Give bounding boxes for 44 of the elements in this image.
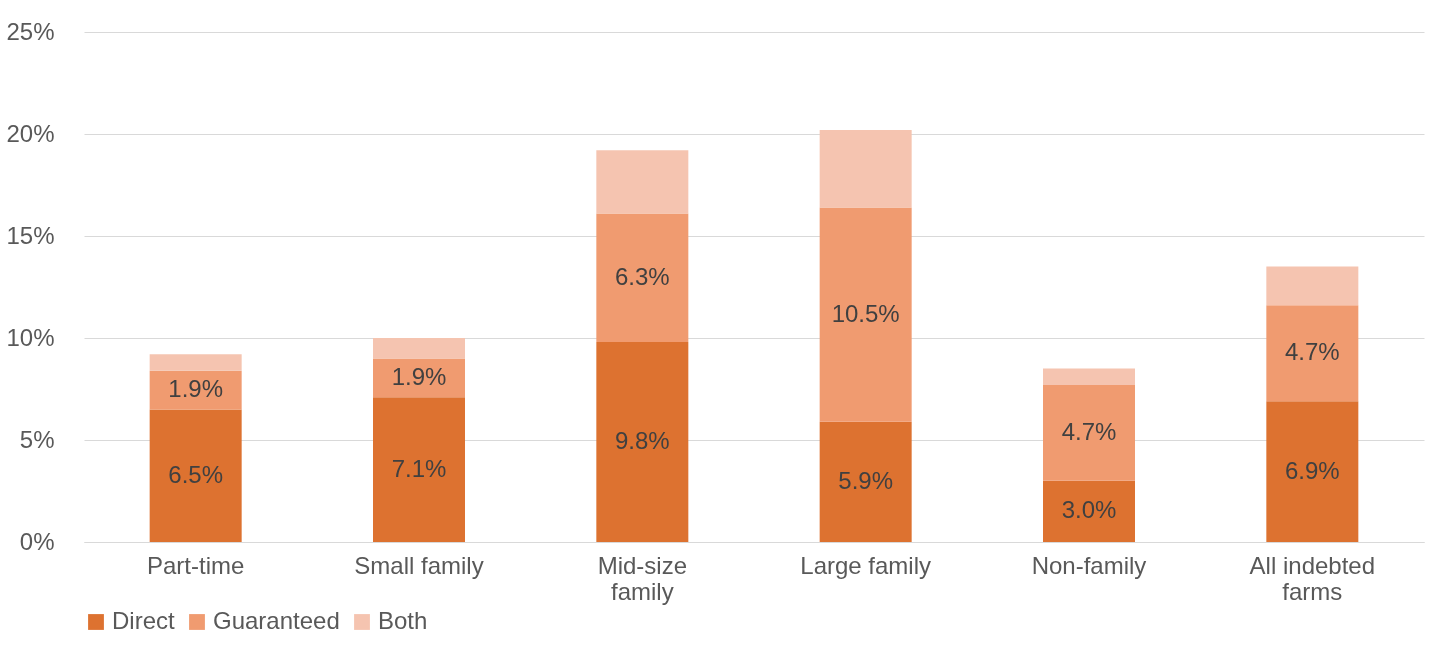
y-tick-label: 0% — [19, 527, 55, 555]
bar — [1266, 401, 1359, 542]
bar — [373, 358, 465, 398]
x-tick-label: All indebted farms — [1249, 551, 1376, 605]
y-tick-label: 15% — [6, 221, 55, 249]
data-label: 4.7% — [1284, 338, 1340, 366]
y-tick-label: 10% — [6, 323, 55, 351]
bar — [1043, 384, 1135, 481]
bar — [596, 213, 689, 343]
bar — [596, 150, 689, 214]
bar — [149, 354, 242, 371]
x-tick-label: Part-time — [146, 551, 245, 579]
bar — [149, 409, 242, 542]
bar — [819, 129, 912, 208]
data-label: 5.9% — [838, 466, 894, 494]
data-label: 1.9% — [391, 362, 447, 390]
bar — [373, 397, 465, 542]
y-tick-label: 5% — [19, 425, 55, 453]
x-tick-label: Non-family — [1031, 551, 1147, 579]
bar — [1266, 305, 1359, 402]
legend-label: Direct — [112, 607, 175, 634]
data-label: 9.8% — [614, 427, 670, 455]
bar — [1043, 480, 1135, 542]
data-label: 3.0% — [1061, 496, 1117, 524]
data-label: 7.1% — [391, 454, 447, 482]
bar — [596, 342, 689, 542]
x-tick-label: Mid-size family — [597, 551, 688, 605]
bar — [1043, 368, 1135, 385]
bar — [819, 207, 912, 422]
data-label: 1.9% — [168, 375, 224, 403]
legend-label: Both — [378, 607, 428, 634]
data-label: 4.7% — [1061, 417, 1117, 445]
x-tick-label: Large family — [800, 551, 932, 579]
y-tick-label: 25% — [6, 17, 55, 45]
y-tick-label: 20% — [6, 119, 55, 147]
data-label: 6.3% — [614, 262, 670, 290]
x-tick-label: Small family — [354, 551, 484, 579]
bar — [1266, 266, 1359, 306]
bar — [819, 421, 912, 542]
data-label: 6.5% — [168, 460, 224, 488]
legend-label: Guaranteed — [213, 607, 340, 634]
data-label: 6.9% — [1284, 456, 1340, 484]
bar — [373, 338, 465, 359]
data-label: 10.5% — [831, 299, 900, 327]
